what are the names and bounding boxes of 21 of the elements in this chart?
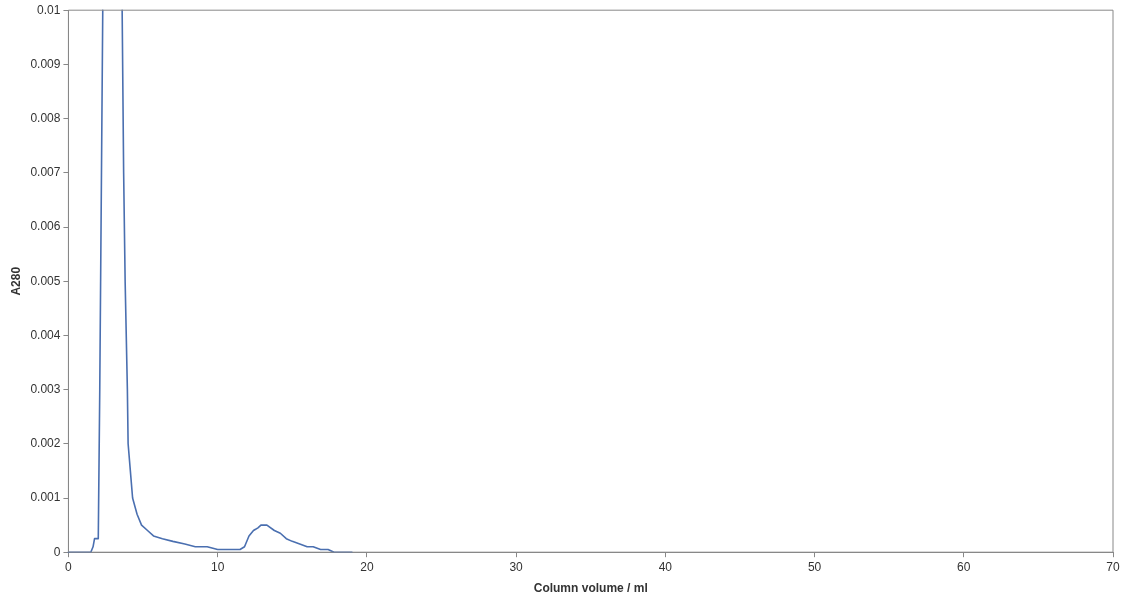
x-tick-label: 40 — [658, 559, 673, 574]
x-tick-label: 70 — [1106, 559, 1120, 574]
x-tick-label: 0 — [65, 559, 73, 574]
x-tick-label: 10 — [210, 559, 225, 574]
y-tick-label: 0.002 — [30, 436, 61, 451]
x-axis-title: Column volume / ml — [533, 581, 648, 596]
x-tick-label: 60 — [957, 559, 971, 574]
y-tick-label: 0.006 — [30, 219, 61, 234]
y-tick-label: 0.004 — [30, 327, 61, 342]
y-tick-label: 0.001 — [30, 490, 61, 505]
y-tick-label: 0.005 — [30, 273, 61, 288]
y-tick-label: 0.01 — [37, 2, 61, 17]
y-tick-label: 0.008 — [30, 110, 61, 125]
y-tick-label: 0.003 — [30, 381, 61, 396]
x-tick-label: 30 — [509, 559, 524, 574]
x-tick-label: 50 — [807, 559, 822, 574]
y-tick-label: 0.009 — [30, 56, 61, 71]
x-tick-label: 20 — [360, 559, 374, 574]
y-axis-title: A280 — [8, 266, 23, 296]
y-tick-label: 0 — [53, 544, 61, 559]
y-tick-label: 0.007 — [30, 165, 61, 180]
